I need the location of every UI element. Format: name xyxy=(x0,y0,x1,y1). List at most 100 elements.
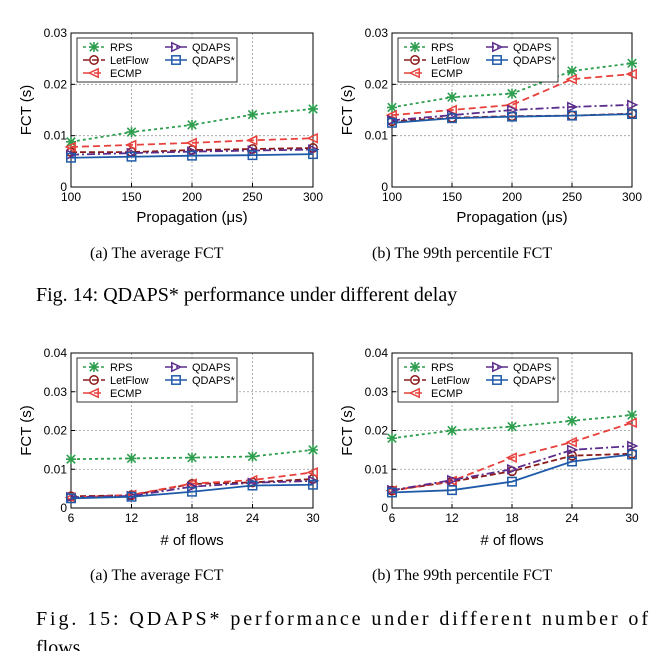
y-tick-label: 0.02 xyxy=(365,77,389,91)
data-point xyxy=(505,452,517,464)
x-tick-label: 18 xyxy=(185,511,199,525)
subfigure-caption: (b) The 99th percentile FCT xyxy=(372,567,552,584)
legend-label: QDAPS* xyxy=(192,375,236,387)
y-tick-label: 0.03 xyxy=(44,385,68,399)
data-point xyxy=(308,149,318,160)
legend-marker xyxy=(408,387,420,399)
data-point xyxy=(247,480,258,491)
data-point xyxy=(447,485,457,496)
legend-marker xyxy=(410,42,420,52)
y-tick-label: 0 xyxy=(60,180,67,194)
legend-marker xyxy=(492,375,502,385)
x-axis-label: # of flows xyxy=(480,532,543,549)
y-tick-label: 0.01 xyxy=(44,462,68,476)
data-point xyxy=(66,493,76,504)
x-tick-label: 250 xyxy=(562,190,582,204)
legend-marker xyxy=(410,55,420,65)
figure-14-caption: Fig. 14: QDAPS* performance under differ… xyxy=(36,284,457,306)
legend-marker xyxy=(89,375,99,385)
legend-label: RPS xyxy=(431,42,454,54)
y-tick-label: 0.02 xyxy=(365,424,389,438)
series-line-qdaps-star xyxy=(391,113,633,124)
legend-label: LetFlow xyxy=(431,375,470,387)
legend-marker xyxy=(87,387,99,399)
data-point xyxy=(507,463,519,475)
y-axis-label: FCT (s) xyxy=(339,85,356,136)
y-tick-label: 0.03 xyxy=(44,26,68,40)
chart-4: 6 12 18 24 30 0 0.01 0.02 0.03 0.04 # of flows FCT … xyxy=(339,346,639,584)
data-point xyxy=(187,119,197,130)
legend-label: QDAPS* xyxy=(513,55,557,67)
data-point xyxy=(66,152,76,163)
data-point xyxy=(306,466,318,478)
data-point xyxy=(126,453,137,464)
data-point xyxy=(565,436,577,448)
data-point xyxy=(64,141,76,153)
data-point xyxy=(567,444,579,456)
legend-label: ECMP xyxy=(110,68,142,80)
figure-15-caption-line1: Fig. 15: QDAPS* performance under differ… xyxy=(36,608,648,630)
y-tick-label: 0.01 xyxy=(365,462,389,476)
data-point xyxy=(567,101,579,113)
y-tick-label: 0 xyxy=(381,501,388,515)
series-line-ecmp xyxy=(70,471,314,499)
x-tick-label: 300 xyxy=(303,190,323,204)
data-point xyxy=(308,479,318,490)
chart-1: 100 150 200 250 300 0 0.01 0.02 0.03 Propagation … xyxy=(18,26,323,262)
x-tick-label: 18 xyxy=(505,511,519,525)
x-tick-label: 30 xyxy=(306,511,320,525)
data-point xyxy=(627,99,639,111)
legend-marker xyxy=(492,361,504,373)
data-point xyxy=(507,421,517,432)
x-axis-label: # of flows xyxy=(160,532,223,549)
y-tick-label: 0.01 xyxy=(44,129,68,143)
legend-marker xyxy=(89,42,99,52)
data-point xyxy=(625,417,637,429)
legend-marker xyxy=(171,55,181,65)
data-point xyxy=(627,449,637,460)
series-line-qdaps-star xyxy=(70,483,314,500)
series-line-ecmp xyxy=(391,421,633,492)
legend-marker xyxy=(171,361,183,373)
series-line-qdaps-star xyxy=(391,453,633,494)
y-axis-label: FCT (s) xyxy=(18,85,35,136)
y-tick-label: 0.03 xyxy=(365,385,389,399)
data-point xyxy=(126,127,137,138)
data-point xyxy=(125,139,137,151)
x-tick-label: 12 xyxy=(445,511,459,525)
chart-2: 100 150 200 250 300 0 0.01 0.02 0.03 Propagation … xyxy=(339,26,642,262)
subfigure-caption: (b) The 99th percentile FCT xyxy=(372,245,552,262)
data-point xyxy=(246,134,258,146)
x-tick-label: 250 xyxy=(242,190,262,204)
x-tick-label: 30 xyxy=(625,511,639,525)
legend-label: QDAPS xyxy=(192,362,231,374)
legend-label: RPS xyxy=(110,42,133,54)
legend-marker xyxy=(171,41,183,53)
data-point xyxy=(126,151,137,162)
data-point xyxy=(447,474,459,486)
data-point xyxy=(308,444,318,455)
data-point xyxy=(247,109,258,120)
x-tick-label: 150 xyxy=(121,190,141,204)
data-point xyxy=(447,92,457,103)
y-axis-label: FCT (s) xyxy=(339,405,356,456)
x-tick-label: 24 xyxy=(246,511,260,525)
x-axis-label: Propagation (μs) xyxy=(456,209,567,226)
data-point xyxy=(126,491,137,502)
legend-label: RPS xyxy=(431,362,454,374)
data-point xyxy=(185,137,197,149)
figure-15-caption-line2: flows xyxy=(36,637,81,651)
y-tick-label: 0.01 xyxy=(365,129,389,143)
legend-marker xyxy=(87,67,99,79)
subfigure-caption: (a) The average FCT xyxy=(90,567,224,584)
data-point xyxy=(567,110,577,121)
series-line-qdaps-star xyxy=(70,153,314,159)
charts-layer: 100 150 200 250 30000.010.020.03Propagation … xyxy=(18,26,642,584)
series-line-qdaps xyxy=(391,445,633,492)
data-point xyxy=(567,456,577,467)
data-point xyxy=(66,136,76,147)
x-tick-label: 150 xyxy=(442,190,462,204)
legend-label: QDAPS xyxy=(513,42,552,54)
x-tick-label: 24 xyxy=(565,511,579,525)
